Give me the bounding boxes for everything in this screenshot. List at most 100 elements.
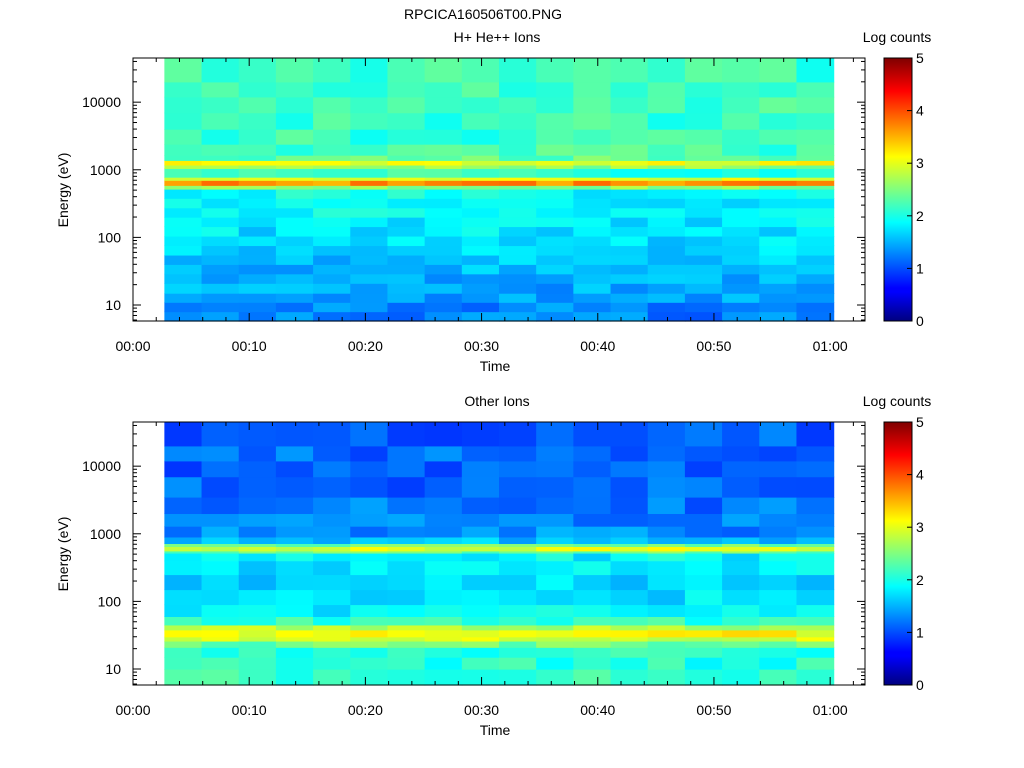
- heatmap-cell: [722, 96, 760, 114]
- heatmap-cell: [275, 311, 314, 322]
- heatmap-cell: [722, 496, 760, 515]
- heatmap-cell: [387, 460, 426, 478]
- heatmap-cell: [647, 604, 686, 617]
- heatmap-cell: [164, 604, 203, 617]
- heatmap-cell: [722, 217, 760, 228]
- heatmap-cell: [759, 96, 798, 114]
- heatmap-cell: [499, 185, 537, 190]
- heatmap-cell: [796, 144, 835, 156]
- heatmap-cell: [759, 574, 798, 591]
- heatmap-cell: [647, 273, 686, 284]
- heatmap-cell: [796, 543, 835, 548]
- heatmap-cell: [164, 496, 203, 515]
- heatmap-cell: [647, 536, 686, 545]
- heatmap-cell: [610, 589, 649, 606]
- heatmap-cell: [722, 647, 760, 658]
- heatmap-cell: [350, 96, 389, 114]
- heatmap-cell: [759, 160, 798, 166]
- heatmap-cell: [238, 207, 277, 218]
- heatmap-cell: [499, 669, 537, 686]
- heatmap-cell: [610, 476, 649, 498]
- heatmap-cell: [647, 226, 686, 237]
- heatmap-cell: [164, 226, 203, 237]
- heatmap-cell: [499, 513, 537, 527]
- heatmap-cell: [424, 185, 463, 190]
- colorbar-tick-label: 0: [916, 313, 924, 329]
- heatmap-cell: [796, 476, 835, 498]
- heatmap-cell: [350, 640, 389, 648]
- heatmap-cell: [536, 245, 574, 256]
- heatmap-cell: [722, 164, 760, 169]
- heatmap-cell: [610, 226, 649, 237]
- heatmap-cell: [796, 640, 835, 648]
- heatmap-cell: [647, 550, 686, 554]
- heatmap-cell: [164, 302, 203, 313]
- heatmap-cell: [610, 657, 649, 670]
- heatmap-cell: [201, 496, 240, 515]
- heatmap-cell: [238, 560, 277, 576]
- heatmap-cell: [387, 180, 426, 186]
- heatmap-cell: [424, 245, 463, 256]
- heatmap-cell: [275, 81, 314, 98]
- heatmap-cell: [238, 543, 277, 548]
- heatmap-cell: [796, 164, 835, 169]
- heatmap-cell: [201, 560, 240, 576]
- heatmap-cell: [610, 311, 649, 322]
- heatmap-cell: [201, 273, 240, 284]
- heatmap-cell: [647, 185, 686, 190]
- heatmap-cell: [350, 476, 389, 498]
- heatmap-cell: [201, 669, 240, 686]
- heatmap-cell: [275, 217, 314, 228]
- heatmap-cell: [313, 254, 351, 265]
- heatmap-cell: [424, 536, 463, 545]
- heatmap-cell: [759, 552, 798, 562]
- heatmap-cell: [536, 311, 574, 322]
- x-tick-label: 01:00: [813, 702, 848, 718]
- heatmap-cell: [647, 640, 686, 648]
- colorbar-label: Log counts: [863, 29, 932, 45]
- heatmap-cell: [722, 460, 760, 478]
- heatmap-cell: [684, 496, 723, 515]
- heatmap-cell: [573, 647, 612, 658]
- heatmap-cell: [759, 198, 798, 209]
- heatmap-cell: [238, 669, 277, 686]
- heatmap-cell: [610, 254, 649, 265]
- heatmap-cell: [275, 168, 314, 178]
- heatmap-cell: [722, 640, 760, 648]
- heatmap-cell: [647, 422, 686, 447]
- heatmap-cell: [275, 574, 314, 591]
- heatmap-cell: [424, 311, 463, 322]
- heatmap-cell: [759, 536, 798, 545]
- heatmap-cell: [461, 574, 500, 591]
- x-tick-label: 00:30: [464, 702, 499, 718]
- heatmap-cell: [201, 144, 240, 156]
- heatmap-cell: [461, 188, 500, 199]
- heatmap-cell: [684, 640, 723, 648]
- heatmap-cell: [684, 273, 723, 284]
- heatmap-cell: [164, 185, 203, 190]
- heatmap-cell: [164, 217, 203, 228]
- heatmap-cell: [313, 180, 351, 186]
- heatmap-cell: [536, 144, 574, 156]
- heatmap-cell: [759, 311, 798, 322]
- heatmap-cell: [684, 144, 723, 156]
- colorbar-tick-label: 3: [916, 519, 924, 535]
- heatmap-cell: [201, 574, 240, 591]
- heatmap-cell: [164, 629, 203, 638]
- heatmap-cell: [573, 217, 612, 228]
- heatmap-cell: [722, 188, 760, 199]
- heatmap-cell: [684, 58, 723, 83]
- heatmap-cell: [684, 460, 723, 478]
- heatmap-cell: [573, 168, 612, 178]
- heatmap-cell: [759, 207, 798, 218]
- heatmap-cell: [461, 293, 500, 303]
- heatmap-cell: [275, 112, 314, 130]
- heatmap-cell: [238, 476, 277, 498]
- heatmap-cell: [350, 207, 389, 218]
- heatmap-cell: [610, 155, 649, 161]
- heatmap-cell: [275, 177, 314, 181]
- heatmap-cell: [684, 574, 723, 591]
- heatmap-cell: [722, 422, 760, 447]
- heatmap-cell: [796, 198, 835, 209]
- heatmap-cell: [387, 311, 426, 322]
